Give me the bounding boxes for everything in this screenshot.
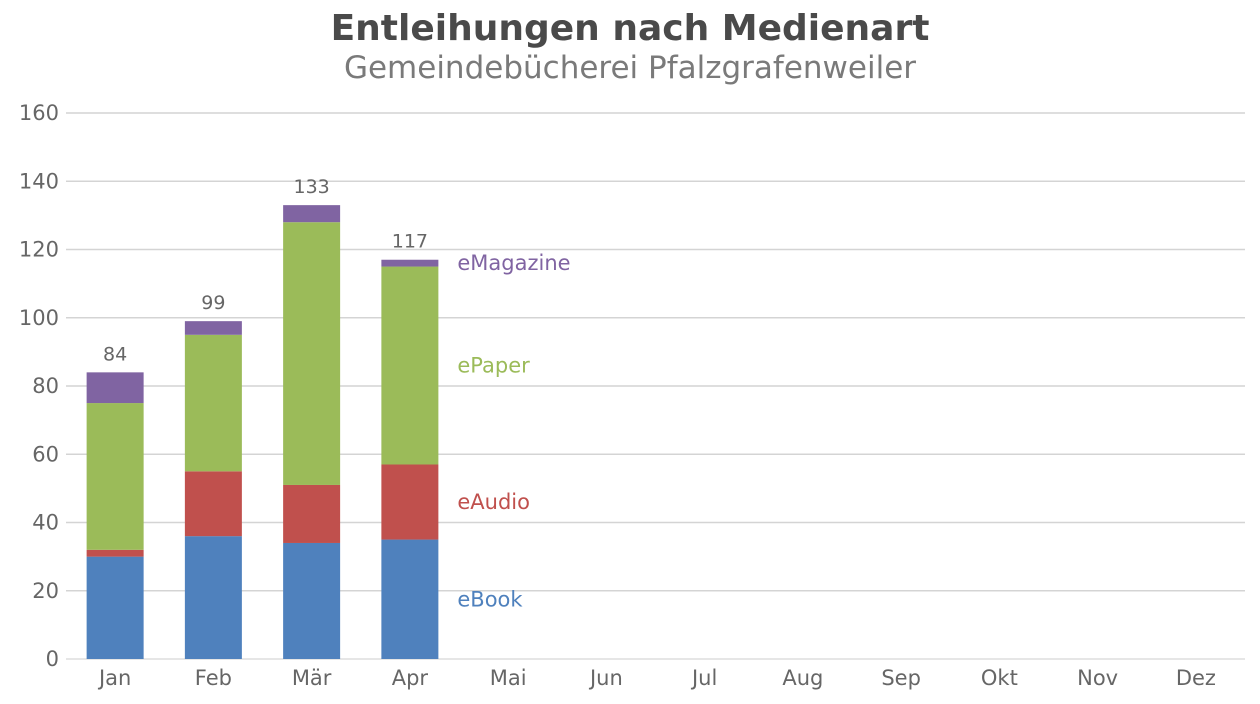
series-labels: eBook eAudio ePaper eMagazine [457,251,570,611]
x-tick-label: Aug [782,666,823,690]
bar-segment-eaudio [86,549,144,557]
y-tick-label: 0 [46,647,59,671]
total-label: 117 [392,231,428,253]
bar-segment-eaudio [184,471,242,537]
total-labels: 84 99 133 117 [103,176,428,365]
x-tick-label: Mai [490,666,527,690]
series-label-ebook: eBook [457,587,523,611]
total-label: 99 [201,292,225,314]
y-tick-label: 140 [19,169,59,193]
gridlines [66,112,1245,660]
x-tick-label: Dez [1176,666,1216,690]
x-tick-label: Jul [690,666,717,690]
x-tick-label: Nov [1077,666,1118,690]
x-tick-label: Jun [588,666,623,690]
bar-segment-emagazine [381,259,439,267]
bar-segment-ebook [86,556,144,659]
chart-subtitle: Gemeindebücherei Pfalzgrafenweiler [343,50,917,86]
bar-segment-epaper [86,403,144,550]
x-tick-label: Feb [195,666,232,690]
x-tick-label: Sep [881,666,921,690]
series-label-epaper: ePaper [457,354,530,378]
x-tick-label: Mär [292,666,332,690]
bar-segment-ebook [381,539,439,659]
series-label-eaudio: eAudio [457,490,530,514]
bars [86,205,439,659]
x-tick-label: Apr [392,666,429,690]
bar-segment-ebook [184,536,242,659]
y-tick-label: 40 [32,511,59,535]
y-tick-label: 20 [32,579,59,603]
series-label-emagazine: eMagazine [457,251,570,275]
bar-segment-eaudio [283,484,341,543]
bar-segment-epaper [381,266,439,465]
y-tick-label: 100 [19,306,59,330]
x-tick-label: Okt [981,666,1018,690]
bar-segment-emagazine [86,372,144,404]
y-tick-label: 160 [19,101,59,125]
x-tick-label: Jan [97,666,131,690]
bar-segment-eaudio [381,464,439,540]
chart-title: Entleihungen nach Medienart [330,8,930,49]
y-tick-label: 60 [32,442,59,466]
bar-segment-epaper [283,222,341,485]
total-label: 84 [103,343,127,365]
total-label: 133 [293,176,329,198]
bar-segment-ebook [283,542,341,659]
x-axis: Jan Feb Mär Apr Mai Jun Jul Aug Sep Okt Nov Dez [97,666,1216,690]
y-tick-label: 120 [19,238,59,262]
bar-segment-emagazine [283,205,341,223]
y-axis: 0 20 40 60 80 100 120 140 160 [19,101,59,671]
bar-segment-emagazine [184,321,242,335]
bar-segment-epaper [184,334,242,472]
y-tick-label: 80 [32,374,59,398]
